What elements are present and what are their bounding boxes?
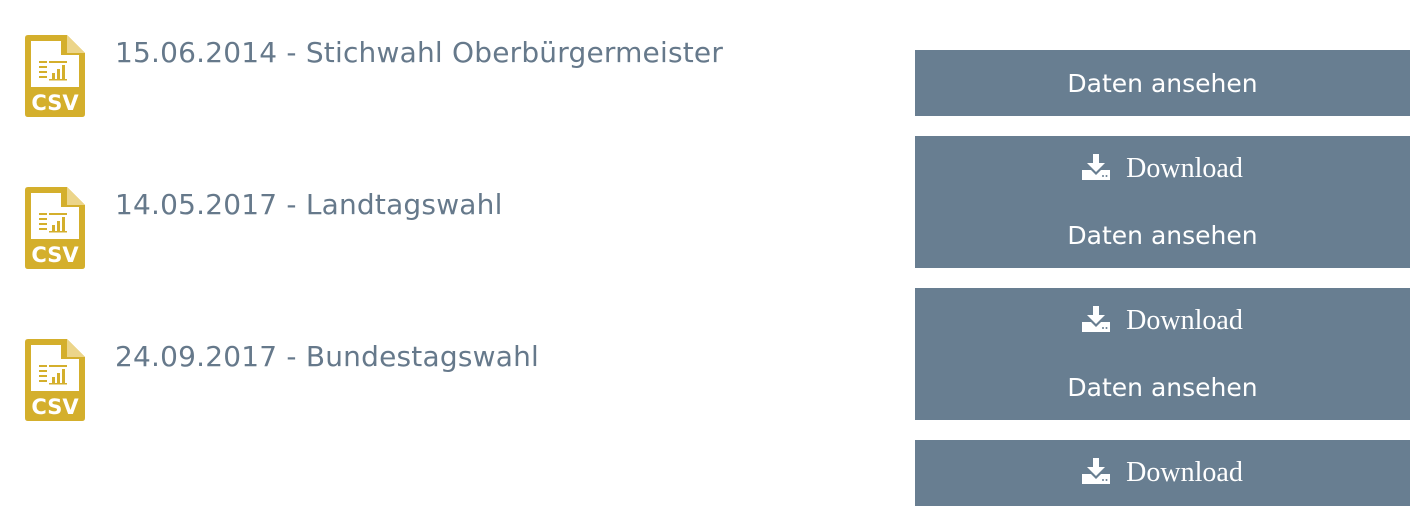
dataset-title: 24.09.2017 - Bundestagswahl (115, 340, 539, 373)
download-icon (1082, 306, 1111, 332)
csv-file-icon: CSV (25, 187, 85, 269)
download-icon (1082, 154, 1111, 180)
csv-file-icon: CSV (25, 339, 85, 421)
download-button[interactable]: Download (915, 288, 1410, 354)
view-data-label: Daten ansehen (1067, 372, 1258, 402)
dataset-title: 14.05.2017 - Landtagswahl (115, 188, 503, 221)
download-label: Download (1126, 153, 1243, 184)
download-button[interactable]: Download (915, 136, 1410, 202)
view-data-button[interactable]: Daten ansehen (915, 202, 1410, 268)
csv-icon-label: CSV (31, 243, 79, 267)
view-data-button[interactable]: Daten ansehen (915, 354, 1410, 420)
download-label: Download (1126, 457, 1243, 488)
view-data-label: Daten ansehen (1067, 220, 1258, 250)
dataset-title: 15.06.2014 - Stichwahl Oberbürgermeister (115, 36, 724, 69)
csv-file-icon: CSV (25, 35, 85, 117)
csv-icon-label: CSV (31, 395, 79, 419)
download-button[interactable]: Download (915, 440, 1410, 506)
view-data-button[interactable]: Daten ansehen (915, 50, 1410, 116)
view-data-label: Daten ansehen (1067, 68, 1258, 98)
download-icon (1082, 458, 1111, 484)
csv-icon-label: CSV (31, 91, 79, 115)
download-label: Download (1126, 305, 1243, 336)
